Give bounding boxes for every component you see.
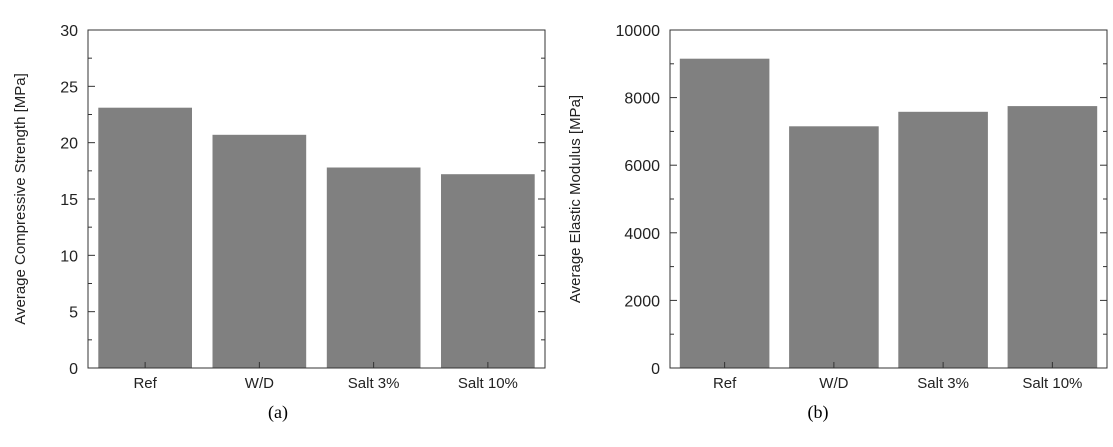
y-tick-label-a-1: 5 xyxy=(69,305,78,322)
y-tick-label-a-2: 10 xyxy=(60,248,78,265)
y-tick-label-b-2: 4000 xyxy=(624,226,660,243)
chart-a-svg: 0 5 10 15 20 25 30 Ref W/D Salt 3% Salt 10% Average… xyxy=(12,23,546,423)
x-tick-label-a-2: Salt 3% xyxy=(348,375,400,392)
bar-b-0 xyxy=(679,58,770,368)
y-tick-label-b-0: 0 xyxy=(651,361,660,378)
y-tick-label-b-3: 6000 xyxy=(624,158,660,175)
chart-panel-b: 0 2000 4000 6000 8000 10000 Ref W/D Salt 3% Salt … xyxy=(556,0,1113,447)
x-tick-label-a-3: Salt 10% xyxy=(458,375,518,392)
x-tick-label-b-2: Salt 3% xyxy=(917,375,969,392)
bar-b-2 xyxy=(898,111,988,369)
x-tick-label-a-1: W/D xyxy=(245,375,274,392)
x-tick-label-a-0: Ref xyxy=(133,375,157,392)
y-tick-label-a-5: 25 xyxy=(60,79,78,96)
x-tick-label-b-0: Ref xyxy=(713,375,737,392)
bar-b-1 xyxy=(789,126,879,368)
bar-a-1 xyxy=(212,134,307,368)
y-tick-label-a-4: 20 xyxy=(60,136,78,153)
y-tick-label-a-0: 0 xyxy=(69,361,78,378)
x-tick-label-b-1: W/D xyxy=(819,375,848,392)
chart-caption-a: (a) xyxy=(268,402,288,423)
x-tick-label-b-3: Salt 10% xyxy=(1022,375,1082,392)
bar-b-3 xyxy=(1007,106,1098,368)
bar-a-0 xyxy=(98,107,192,368)
y-tick-label-a-6: 30 xyxy=(60,23,78,40)
y-tick-label-b-1: 2000 xyxy=(624,293,660,310)
bar-a-2 xyxy=(326,167,421,368)
y-tick-label-a-3: 15 xyxy=(60,192,78,209)
chart-b-svg: 0 2000 4000 6000 8000 10000 Ref W/D Salt 3% Salt … xyxy=(567,23,1108,423)
chart-caption-b: (b) xyxy=(808,402,829,423)
y-tick-label-b-4: 8000 xyxy=(624,91,660,108)
y-tick-label-b-5: 10000 xyxy=(616,23,661,40)
bar-a-3 xyxy=(441,174,535,368)
y-axis-title-b: Average Elastic Modulus [MPa] xyxy=(567,95,584,303)
chart-panel-a: 0 5 10 15 20 25 30 Ref W/D Salt 3% Salt 10% Average… xyxy=(0,0,556,447)
y-axis-title-a: Average Compressive Strength [MPa] xyxy=(12,73,29,325)
